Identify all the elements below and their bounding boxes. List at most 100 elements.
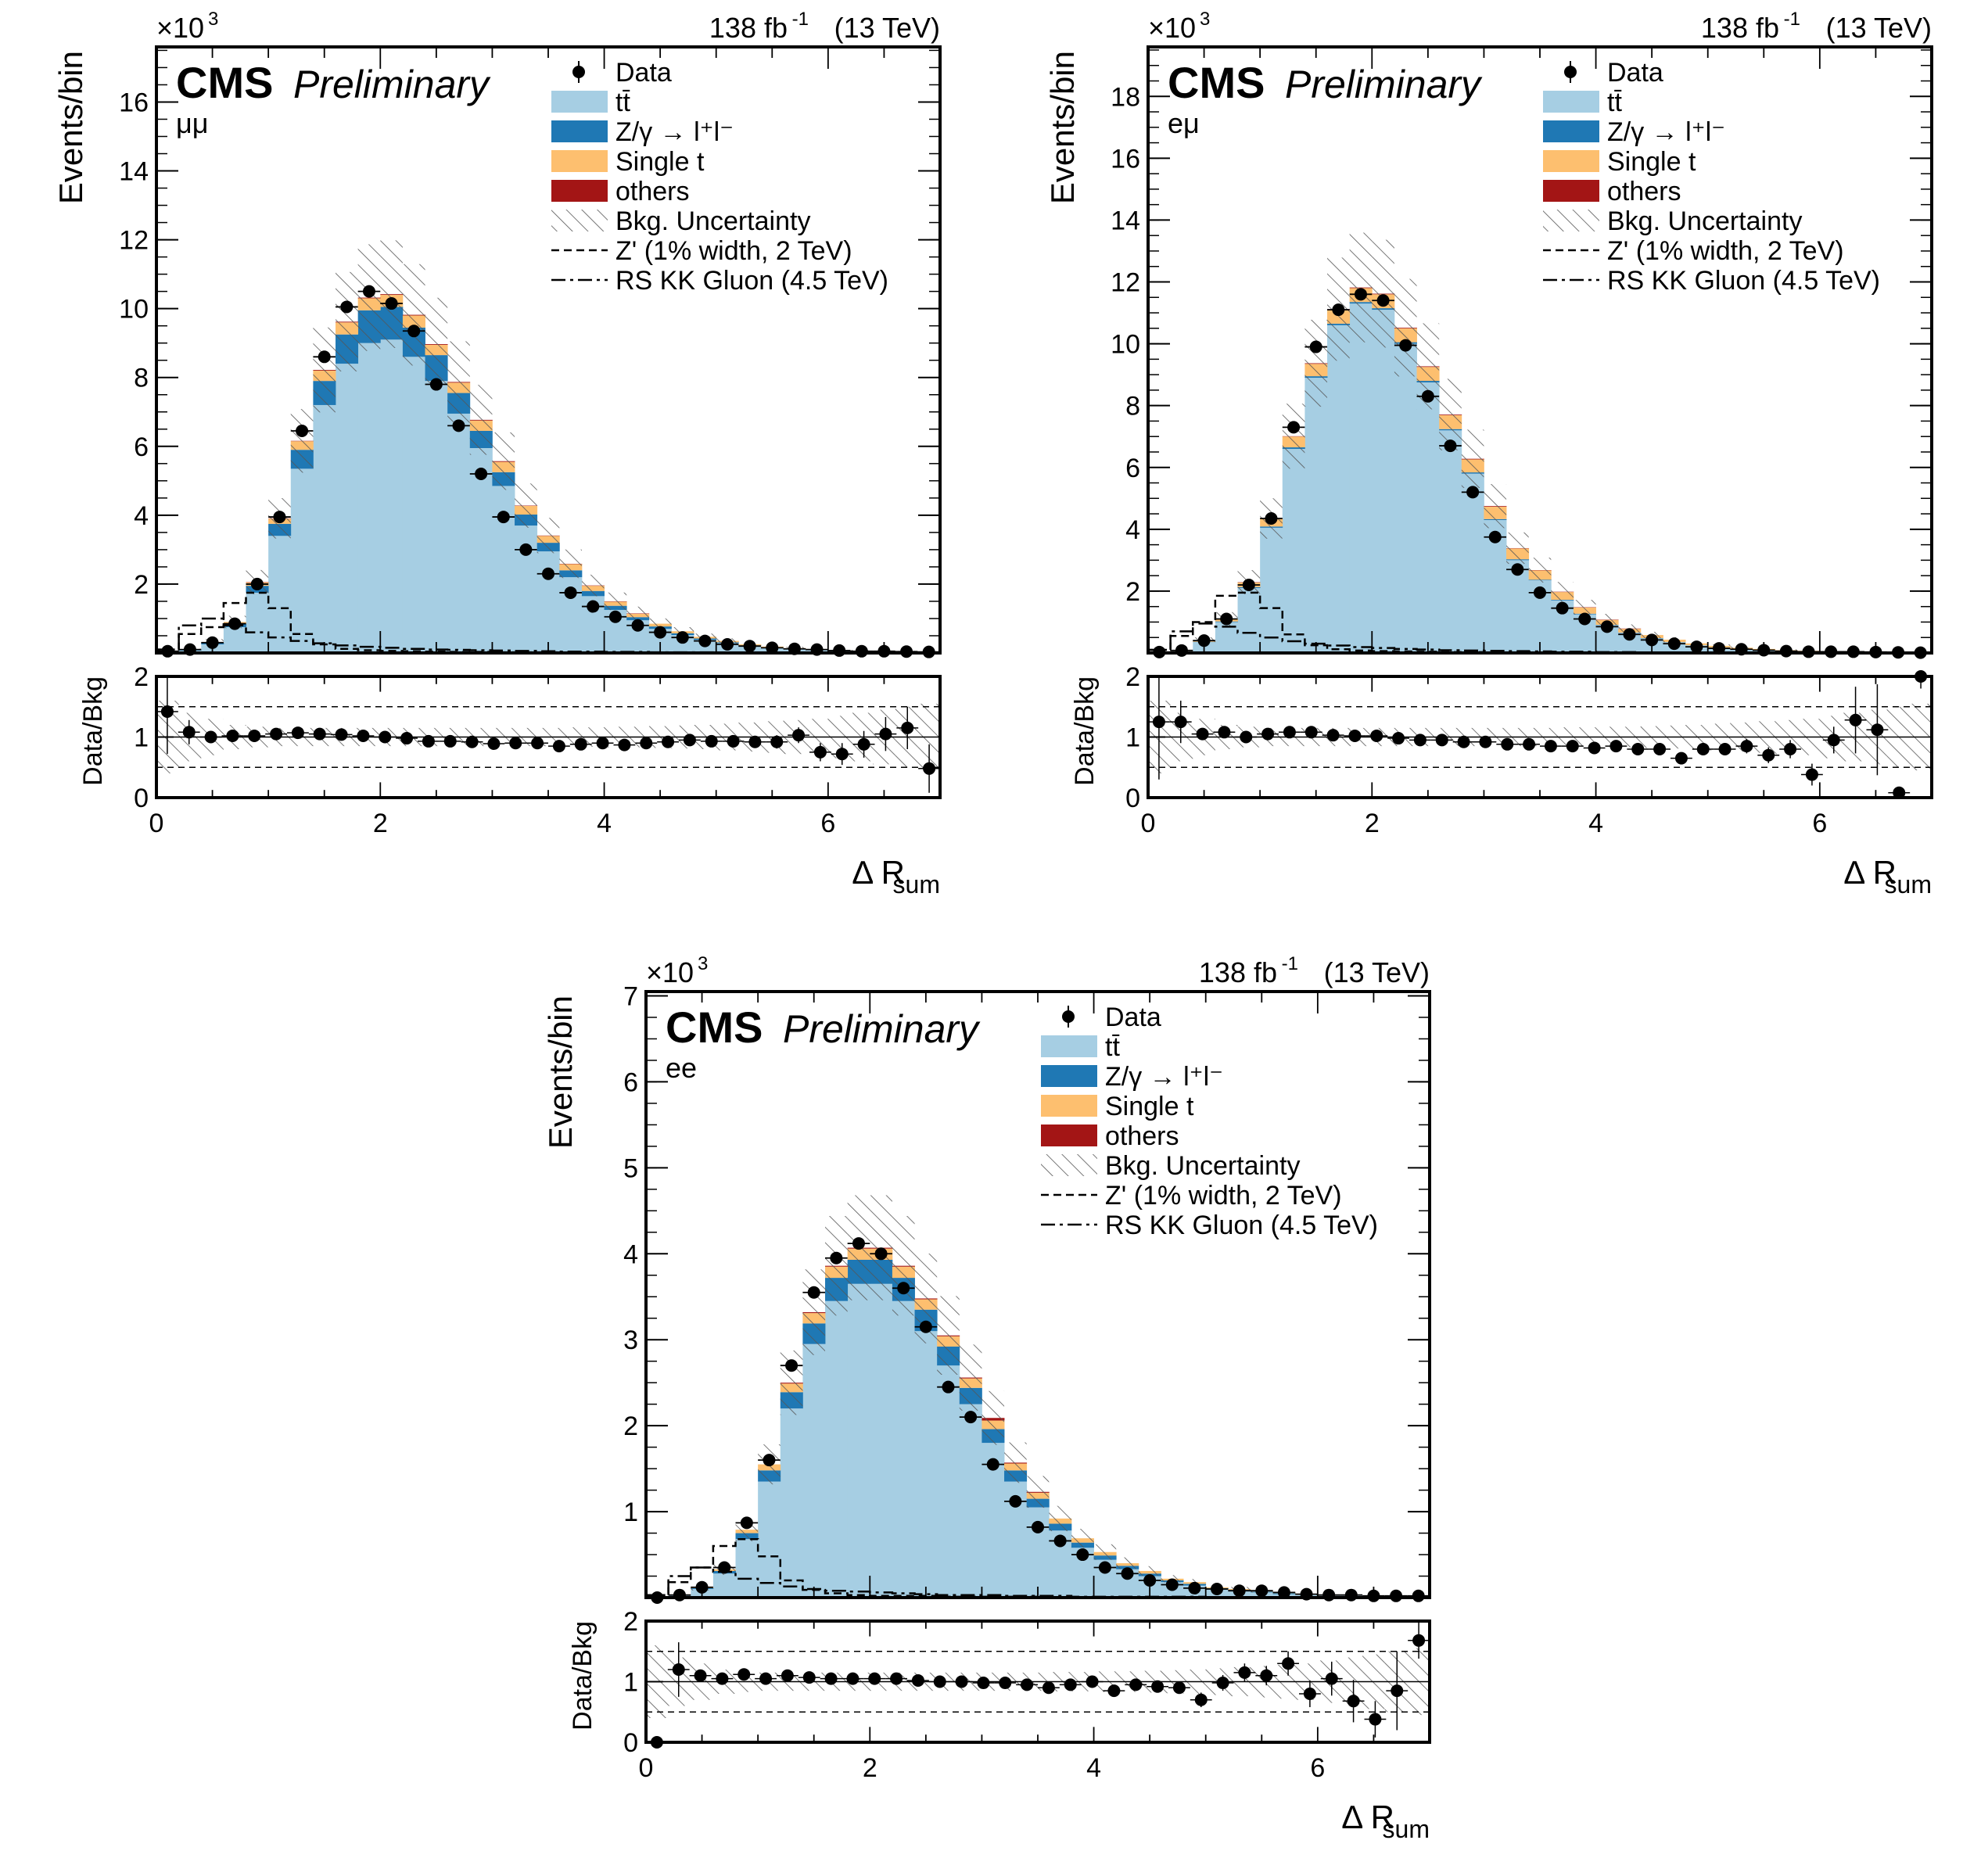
ratio-point-31: [1827, 734, 1840, 747]
data-point-4: [1242, 579, 1255, 592]
unc-band-6: [1282, 404, 1305, 469]
ratio-point-19: [574, 737, 587, 751]
data-point-6: [785, 1359, 798, 1372]
ratio-point-7: [802, 1671, 816, 1684]
stack-bar-0-14: [1461, 473, 1484, 653]
x-tick-label-0: 0: [639, 1753, 654, 1783]
ratio-axis-title: Data/Bkg: [1070, 676, 1100, 786]
x-axis-title: Δ R: [852, 854, 905, 891]
ratio-point-29: [1282, 1657, 1295, 1670]
data-point-24: [1188, 1581, 1201, 1594]
stack-bar-0-10: [870, 1283, 893, 1598]
y-tick-label-1: 2: [623, 1411, 638, 1441]
legend-swatch-4: [1543, 180, 1599, 202]
ratio-point-20: [596, 737, 609, 750]
ratio-point-1: [1174, 716, 1187, 729]
y-tick-label-1: 4: [134, 501, 149, 531]
unc-band-18: [1049, 1505, 1071, 1532]
ratio-point-32: [1849, 713, 1862, 726]
ratio-point-2: [694, 1669, 707, 1682]
ratio-point-30: [1805, 768, 1818, 781]
y-tick-label-6: 14: [1111, 206, 1140, 235]
unc-band-7: [1304, 319, 1328, 407]
ratio-point-8: [824, 1672, 838, 1685]
cms-label: CMS: [1168, 58, 1265, 107]
ratio-point-20: [1086, 1675, 1099, 1688]
ratio-point-9: [846, 1672, 859, 1685]
data-point-28: [1277, 1586, 1290, 1599]
legend-swatch-5: [1041, 1154, 1097, 1176]
y-tick-label-0: 2: [1125, 577, 1140, 607]
legend-label-2: Z/γ → l⁺l⁻: [1607, 117, 1725, 147]
legend-label-6: Z' (1% width, 2 TeV): [1607, 236, 1844, 266]
data-point-19: [1076, 1548, 1089, 1562]
data-point-23: [1667, 637, 1681, 651]
ratio-point-6: [781, 1669, 794, 1682]
ratio-y-tick-label-0: 0: [134, 784, 149, 813]
ratio-point-16: [1501, 737, 1514, 751]
y-tick-label-0: 1: [623, 1498, 638, 1527]
y-tick-label-4: 5: [623, 1153, 638, 1183]
data-point-4: [250, 577, 264, 590]
ratio-point-30: [1303, 1688, 1316, 1700]
data-point-3: [718, 1561, 731, 1574]
channel-label: ee: [666, 1052, 697, 1084]
stack-bar-0-9: [1349, 303, 1373, 653]
data-point-6: [1287, 421, 1301, 434]
energy-label: (13 TeV): [1826, 12, 1932, 44]
unc-band-13: [1439, 378, 1462, 450]
ratio-point-15: [487, 737, 501, 751]
preliminary-label: Preliminary: [783, 1007, 981, 1051]
x-axis-title: Δ R: [1843, 854, 1897, 891]
y-tick-label-3: 8: [1125, 392, 1140, 421]
stack-bar-0-3: [223, 626, 246, 653]
unc-band-7: [802, 1269, 826, 1355]
data-point-5: [763, 1454, 776, 1467]
stack-bar-0-4: [1237, 587, 1261, 653]
y-tick-label-2: 6: [134, 432, 149, 462]
ratio-point-12: [1413, 734, 1426, 747]
x-tick-label-3: 6: [1812, 809, 1827, 838]
ratio-point-25: [705, 734, 718, 748]
legend-label-7: RS KK Gluon (4.5 TeV): [615, 266, 888, 296]
ratio-point-6: [1283, 726, 1296, 739]
y-tick-label-2: 6: [1125, 454, 1140, 483]
data-point-17: [1032, 1520, 1044, 1533]
data-point-9: [852, 1237, 865, 1250]
ratio-point-12: [911, 1673, 924, 1687]
x-tick-label-1: 2: [863, 1753, 877, 1783]
stack-bar-0-9: [847, 1283, 870, 1598]
unc-band-19: [581, 574, 605, 597]
data-point-30: [833, 644, 846, 657]
stack-bar-0-10: [1372, 310, 1395, 653]
legend-label-5: Bkg. Uncertainty: [615, 206, 810, 236]
data-point-9: [362, 285, 375, 298]
exponent-label: ×10: [1148, 12, 1196, 44]
legend-label-1: tt̄: [1105, 1032, 1120, 1062]
data-point-12: [429, 378, 443, 391]
ratio-axis-title: Data/Bkg: [568, 1621, 598, 1731]
stack-bar-0-7: [802, 1343, 826, 1598]
ratio-point-14: [955, 1675, 968, 1688]
legend-label-7: RS KK Gluon (4.5 TeV): [1105, 1211, 1378, 1240]
legend-label-6: Z' (1% width, 2 TeV): [615, 236, 852, 266]
ratio-point-32: [1347, 1695, 1360, 1708]
legend-swatch-5: [551, 210, 608, 231]
data-point-0: [161, 644, 174, 658]
unc-band-8: [336, 271, 358, 371]
data-point-8: [830, 1251, 843, 1264]
ratio-point-11: [890, 1672, 903, 1685]
x-axis-title-sub: sum: [1885, 870, 1932, 899]
data-point-21: [1121, 1567, 1134, 1580]
unc-band-17: [1528, 558, 1552, 583]
data-point-3: [1220, 612, 1233, 626]
data-point-10: [1376, 294, 1390, 307]
unc-band-6: [290, 409, 314, 473]
ratio-point-3: [716, 1672, 729, 1685]
ratio-point-14: [465, 735, 479, 748]
data-point-20: [1600, 620, 1613, 633]
data-point-25: [721, 637, 734, 651]
ratio-point-9: [357, 729, 370, 742]
data-point-7: [1309, 340, 1322, 353]
